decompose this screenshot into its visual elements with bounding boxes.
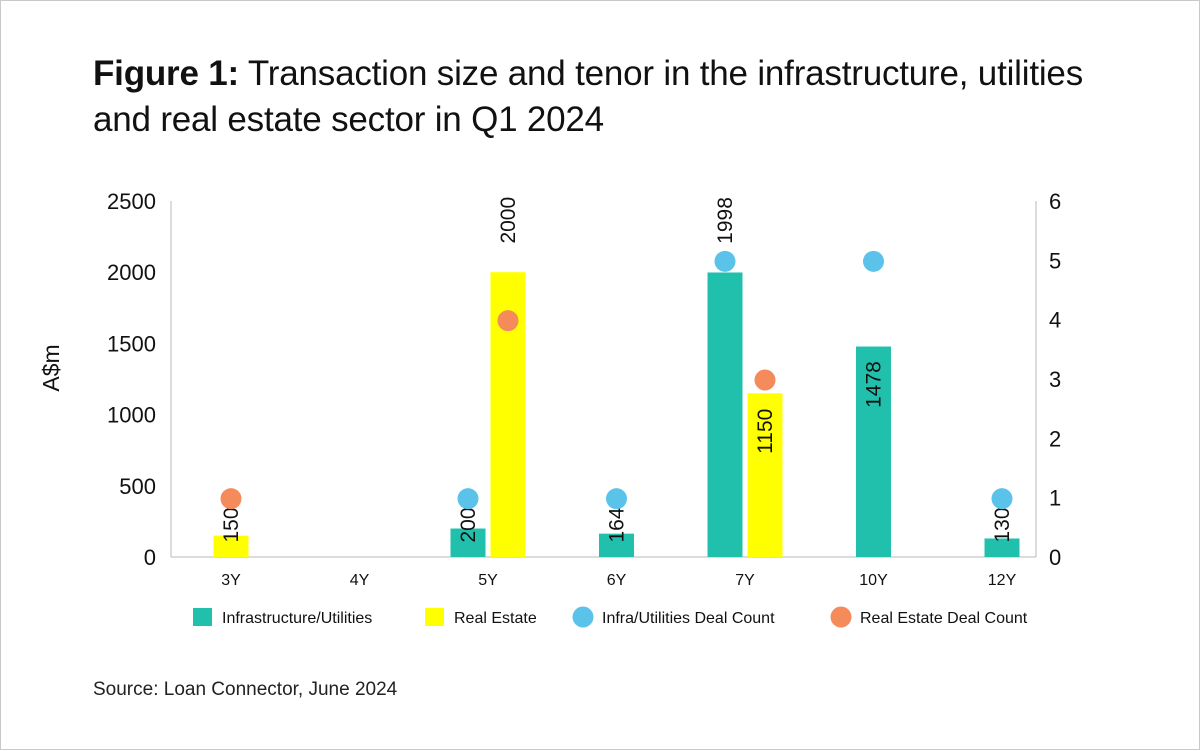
y2-tick-label: 1 [1049, 486, 1061, 511]
data-label: 1478 [863, 361, 886, 408]
data-label: 200 [457, 507, 480, 542]
deal-count-dot [606, 488, 627, 510]
bar [984, 538, 1020, 557]
deal-count-dot [991, 488, 1013, 510]
bar [450, 528, 486, 557]
y-tick-label: 1000 [107, 403, 156, 428]
y-tick-label: 2000 [107, 260, 156, 285]
y2-tick-label: 3 [1049, 367, 1061, 392]
source-note: Source: Loan Connector, June 2024 [93, 679, 398, 700]
bar [213, 535, 249, 557]
legend-label: Real Estate Deal Count [860, 610, 1028, 627]
bar [599, 533, 634, 557]
x-tick-label: 6Y [607, 572, 627, 589]
x-tick-label: 3Y [221, 572, 241, 589]
legend-label: Infrastructure/Utilities [222, 610, 372, 627]
y2-tick-label: 4 [1049, 308, 1061, 333]
legend-swatch [425, 608, 444, 626]
deal-count-dot [457, 488, 479, 510]
data-label: 1998 [714, 197, 737, 244]
legend-swatch [572, 606, 594, 628]
figure-title-text: Transaction size and tenor in the infras… [93, 54, 1083, 139]
deal-count-dot [863, 250, 884, 272]
y2-tick-label: 2 [1049, 426, 1061, 451]
data-label: 2000 [497, 197, 520, 244]
figure-label: Figure 1: [93, 54, 239, 93]
deal-count-dot [497, 310, 519, 332]
deal-count-dot [714, 250, 736, 272]
deal-count-dot [220, 488, 242, 510]
legend-label: Infra/Utilities Deal Count [602, 610, 775, 627]
deal-count-dot [754, 369, 776, 391]
bar [747, 393, 783, 557]
y2-tick-label: 5 [1049, 248, 1061, 273]
x-tick-label: 7Y [735, 572, 755, 589]
x-tick-label: 12Y [988, 572, 1017, 589]
y2-tick-label: 6 [1049, 189, 1061, 214]
data-label: 1150 [754, 409, 777, 454]
x-tick-label: 4Y [350, 572, 370, 589]
legend-swatch [830, 606, 852, 628]
bar [856, 346, 891, 557]
legend-label: Real Estate [454, 610, 537, 627]
data-label: 150 [220, 507, 243, 542]
x-tick-label: 5Y [478, 572, 498, 589]
y-tick-label: 1500 [107, 331, 156, 356]
y-axis-title: A$m [38, 344, 64, 391]
bar [707, 272, 743, 557]
figure-title: Figure 1: Transaction size and tenor in … [93, 51, 1093, 143]
legend-swatch [193, 608, 212, 626]
y-tick-label: 500 [119, 474, 156, 499]
y-tick-label: 0 [144, 545, 156, 570]
y-tick-label: 2500 [107, 189, 156, 214]
data-label: 164 [606, 507, 629, 542]
x-tick-label: 10Y [859, 572, 888, 589]
data-label: 130 [991, 507, 1014, 542]
y2-tick-label: 0 [1049, 545, 1061, 570]
